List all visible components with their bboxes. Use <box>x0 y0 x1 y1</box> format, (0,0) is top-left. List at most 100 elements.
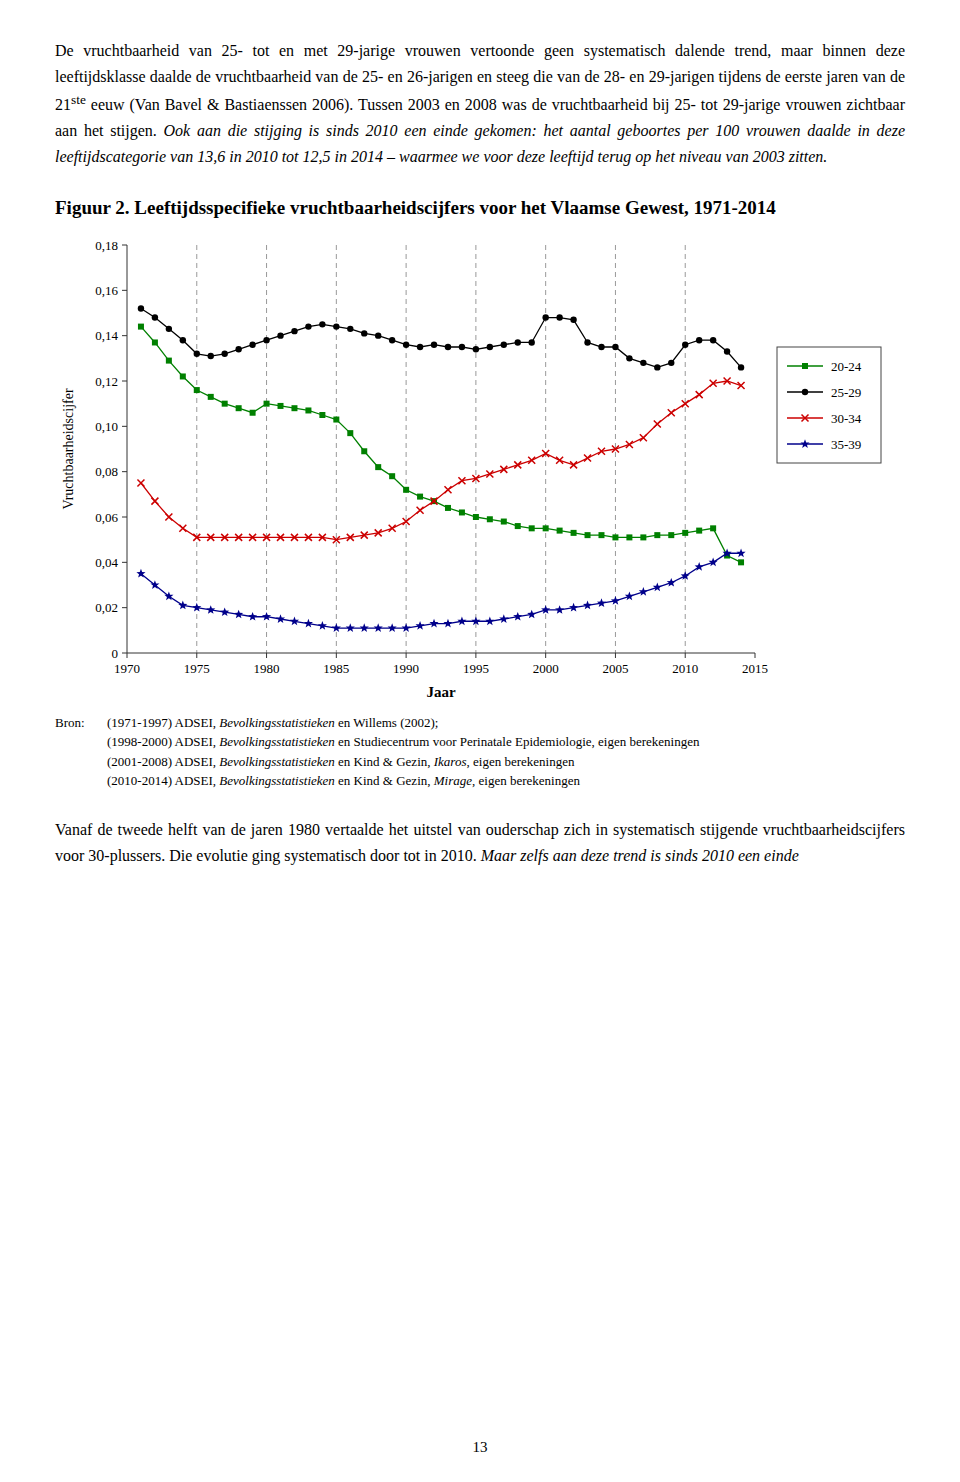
data-point <box>222 401 228 407</box>
data-point <box>529 525 535 531</box>
data-point <box>417 507 424 514</box>
data-point <box>178 601 187 610</box>
grid-line <box>406 245 407 653</box>
paragraph: De vruchtbaarheid van 25- tot en met 29-… <box>55 38 905 169</box>
y-tick <box>122 290 127 291</box>
legend-frame <box>777 347 881 463</box>
data-point <box>696 337 702 343</box>
data-point <box>682 341 688 347</box>
y-tick-label: 0,06 <box>95 509 118 524</box>
data-point <box>724 348 730 354</box>
data-point <box>346 623 355 632</box>
legend-marker <box>802 414 809 421</box>
data-point <box>332 623 341 632</box>
data-point <box>291 534 298 541</box>
grid-line <box>545 245 546 653</box>
data-point <box>584 455 591 462</box>
data-point <box>710 525 716 531</box>
data-point <box>611 596 620 605</box>
x-tick <box>755 653 756 658</box>
data-point <box>738 382 745 389</box>
data-point <box>235 534 242 541</box>
data-point <box>486 470 493 477</box>
data-point <box>626 534 632 540</box>
data-point <box>375 332 381 338</box>
x-tick-label: 1995 <box>463 661 489 676</box>
data-point <box>234 610 243 619</box>
data-point <box>347 430 353 436</box>
data-point <box>277 534 284 541</box>
data-point <box>654 532 660 538</box>
data-point <box>304 619 313 628</box>
data-point <box>556 457 563 464</box>
data-point <box>457 616 466 625</box>
x-tick-label: 1975 <box>184 661 210 676</box>
data-point <box>166 326 172 332</box>
data-point <box>626 441 633 448</box>
grid-line <box>685 245 686 653</box>
data-point <box>180 373 186 379</box>
data-point <box>570 317 576 323</box>
series-line <box>141 327 741 563</box>
data-point <box>696 391 703 398</box>
data-point <box>501 518 507 524</box>
data-point <box>738 364 744 370</box>
data-point <box>192 603 201 612</box>
data-point <box>375 529 382 536</box>
data-point <box>375 464 381 470</box>
data-point <box>361 330 367 336</box>
data-point <box>388 623 397 632</box>
data-point <box>305 323 311 329</box>
data-point <box>543 525 549 531</box>
series-line <box>141 381 741 540</box>
data-point <box>166 358 172 364</box>
data-point <box>151 498 158 505</box>
text-run: (1971-1997) ADSEI, <box>107 715 219 730</box>
data-point <box>333 416 339 422</box>
data-point <box>459 509 465 515</box>
data-point <box>585 532 591 538</box>
data-point <box>138 324 144 330</box>
data-point <box>277 332 283 338</box>
y-tick <box>122 380 127 381</box>
x-tick <box>127 653 128 658</box>
data-point <box>682 530 688 536</box>
source-line: (1998-2000) ADSEI, Bevolkingsstatistieke… <box>107 732 699 752</box>
x-tick <box>266 653 267 658</box>
data-point <box>194 387 200 393</box>
data-point <box>668 409 675 416</box>
data-point <box>179 525 186 532</box>
y-tick <box>122 607 127 608</box>
x-tick <box>685 653 686 658</box>
data-point <box>389 337 395 343</box>
text-run: Mirage <box>434 773 472 788</box>
y-tick-label: 0,12 <box>95 373 118 388</box>
data-point <box>625 591 634 600</box>
data-point <box>165 513 172 520</box>
data-point <box>473 346 479 352</box>
x-tick-label: 2015 <box>742 661 768 676</box>
data-point <box>485 616 494 625</box>
y-tick <box>122 516 127 517</box>
y-tick-label: 0,04 <box>95 555 118 570</box>
data-point <box>598 532 604 538</box>
data-point <box>557 528 563 534</box>
data-point <box>403 341 409 347</box>
text-run: Bevolkingsstatistieken <box>219 773 335 788</box>
x-tick-label: 2010 <box>672 661 698 676</box>
text-run: Bevolkingsstatistieken <box>219 715 335 730</box>
data-point <box>681 571 690 580</box>
data-point <box>236 405 242 411</box>
text-run: (2001-2008) ADSEI, <box>107 754 219 769</box>
data-point <box>305 534 312 541</box>
data-point <box>501 341 507 347</box>
data-point <box>180 337 186 343</box>
data-point <box>235 346 241 352</box>
text-run: Maar zelfs aan deze trend is sinds 2010 … <box>481 847 799 864</box>
data-point <box>542 450 549 457</box>
data-point <box>640 360 646 366</box>
data-point <box>612 344 618 350</box>
data-point <box>487 516 493 522</box>
data-point <box>653 582 662 591</box>
data-point <box>389 473 395 479</box>
